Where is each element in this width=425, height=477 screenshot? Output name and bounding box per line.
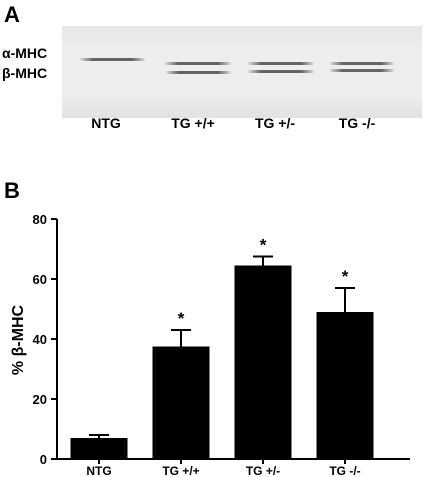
x-tick-label: TG +/-: [246, 464, 280, 477]
gel-image: [62, 26, 422, 118]
band-alpha-tg-mm: [330, 62, 394, 65]
y-axis-label: % β-MHC: [10, 304, 27, 375]
lane-label-tg-pm: TG +/-: [254, 115, 296, 131]
lane-label-tg-pp: TG +/+: [171, 115, 215, 131]
bar: [152, 346, 210, 459]
significance-marker: *: [260, 236, 267, 255]
beta-mhc-label: β-MHC: [2, 65, 48, 81]
band-beta-tg-pm: [248, 70, 314, 73]
significance-marker: *: [178, 309, 185, 328]
significance-marker: *: [342, 267, 349, 286]
y-tick-label: 0: [40, 452, 47, 467]
bar: [70, 438, 128, 459]
panel-a-letter: A: [4, 2, 20, 27]
panel-b-letter: B: [4, 178, 20, 203]
x-tick-label: NTG: [86, 464, 111, 477]
alpha-mhc-label: α-MHC: [2, 45, 48, 61]
x-tick-label: TG +/+: [162, 464, 199, 477]
y-tick-label: 40: [33, 332, 47, 347]
lane-label-tg-mm: TG -/-: [338, 115, 376, 131]
x-tick-label: TG -/-: [329, 464, 360, 477]
band-beta-tg-pp: [166, 71, 231, 74]
lane-label-ntg: NTG: [91, 115, 121, 131]
bar: [316, 312, 374, 459]
y-tick-label: 60: [33, 272, 47, 287]
band-alpha-ntg: [80, 58, 145, 61]
y-tick-label: 80: [33, 212, 47, 227]
y-tick-label: 20: [33, 392, 47, 407]
band-alpha-tg-pp: [165, 62, 231, 65]
bar: [234, 265, 292, 459]
band-alpha-tg-pm: [248, 62, 314, 65]
band-beta-tg-mm: [330, 69, 394, 72]
